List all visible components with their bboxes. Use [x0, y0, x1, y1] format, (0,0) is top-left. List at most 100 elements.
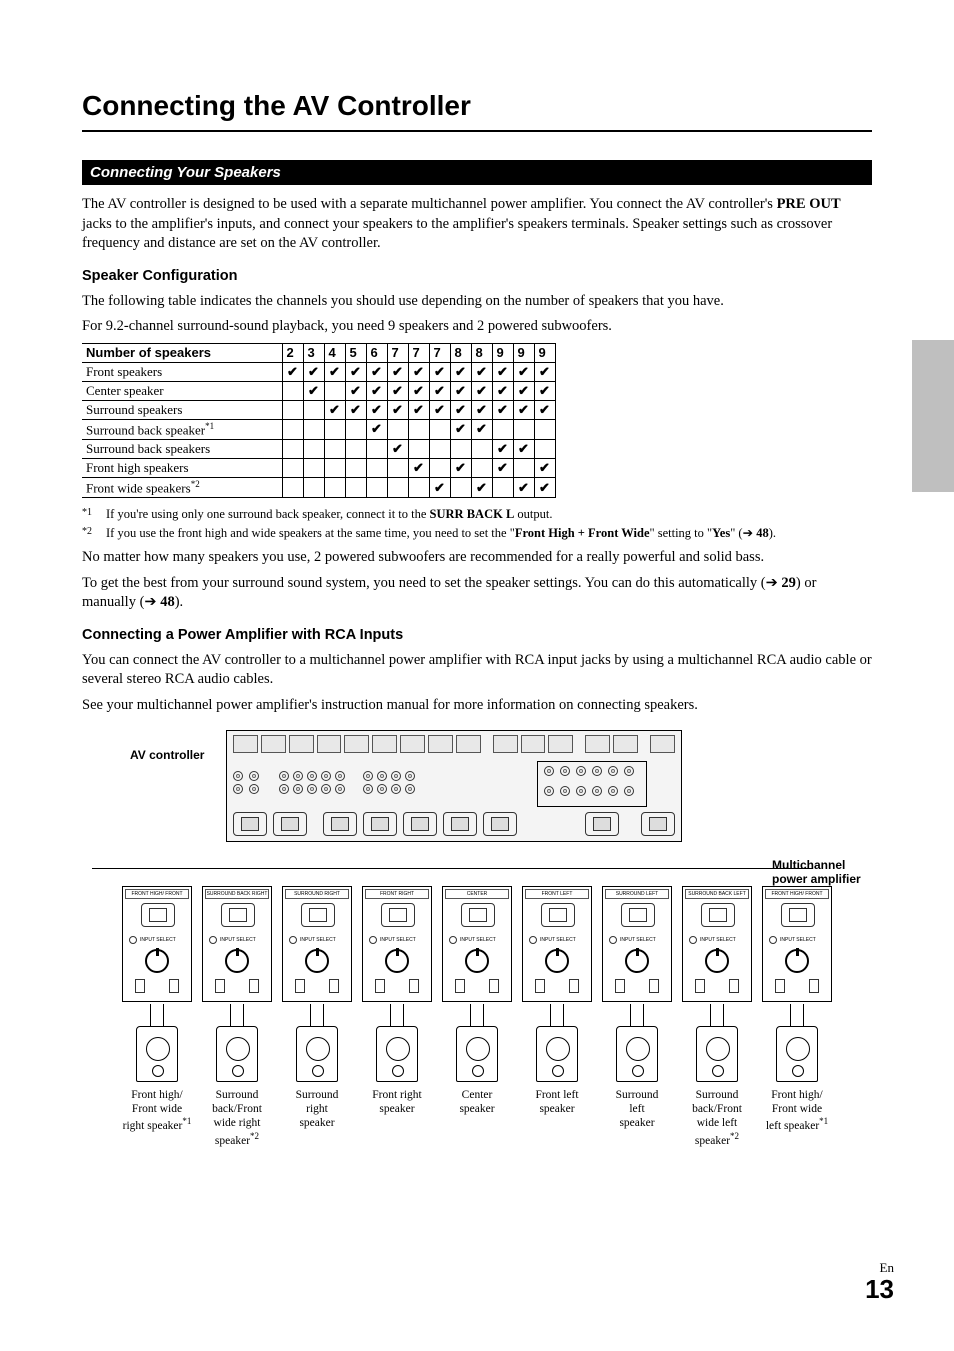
table-cell: ✔	[387, 440, 408, 459]
table-cell: ✔	[303, 362, 324, 381]
table-cell	[366, 440, 387, 459]
table-cell: ✔	[345, 381, 366, 400]
table-cell: ✔	[429, 478, 450, 498]
table-cell: ✔	[450, 419, 471, 439]
col-9c: 9	[534, 343, 555, 362]
table-cell: ✔	[408, 381, 429, 400]
speaker-icon	[696, 1026, 738, 1082]
table-cell	[513, 419, 534, 439]
table-cell: ✔	[387, 381, 408, 400]
table-cell	[408, 419, 429, 439]
table-cell: ✔	[366, 362, 387, 381]
table-cell: ✔	[513, 381, 534, 400]
table-cell: ✔	[450, 381, 471, 400]
table-cell: ✔	[471, 362, 492, 381]
table-cell: ✔	[513, 362, 534, 381]
fn2-arrow: ➔	[743, 526, 753, 540]
table-row: Surround back speaker*1✔✔✔	[82, 419, 555, 439]
table-footnotes: *1 If you're using only one surround bac…	[82, 506, 872, 542]
closing-arrow1: ➔	[766, 575, 778, 591]
table-cell	[387, 459, 408, 478]
amp-channel: CENTERINPUT SELECTCenterspeaker	[442, 886, 512, 1148]
footnote-2-text: If you use the front high and wide speak…	[106, 525, 776, 542]
table-cell: ✔	[408, 459, 429, 478]
table-cell: ✔	[366, 419, 387, 439]
closing-ref2: 48	[157, 594, 175, 610]
table-cell	[429, 419, 450, 439]
table-cell	[387, 419, 408, 439]
table-cell	[534, 440, 555, 459]
table-cell: ✔	[387, 362, 408, 381]
footnote-1-tail: output.	[514, 507, 552, 521]
table-cell: ✔	[492, 459, 513, 478]
table-cell	[450, 440, 471, 459]
table-cell	[282, 419, 303, 439]
speaker-icon	[776, 1026, 818, 1082]
closing-p2c: ).	[175, 594, 183, 610]
table-header-row: Number of speakers 2 3 4 5 6 7 7 7 8 8 9…	[82, 343, 555, 362]
speaker-icon	[376, 1026, 418, 1082]
table-cell: ✔	[492, 400, 513, 419]
table-row: Front speakers✔✔✔✔✔✔✔✔✔✔✔✔✔	[82, 362, 555, 381]
amp-module: SURROUND BACK LEFTINPUT SELECT	[682, 886, 752, 1002]
table-cell	[303, 419, 324, 439]
amp-module: FRONT RIGHTINPUT SELECT	[362, 886, 432, 1002]
table-cell: ✔	[429, 362, 450, 381]
speaker-icon	[296, 1026, 338, 1082]
connection-diagram: AV controller	[82, 730, 872, 1210]
table-cell	[324, 381, 345, 400]
table-cell	[345, 478, 366, 498]
row-label: Front high speakers	[82, 459, 282, 478]
col-4: 4	[324, 343, 345, 362]
amp-channel: SURROUND BACK LEFTINPUT SELECTSurroundba…	[682, 886, 752, 1148]
col-9a: 9	[492, 343, 513, 362]
closing-p2: To get the best from your surround sound…	[82, 574, 872, 613]
table-cell: ✔	[450, 400, 471, 419]
page-number: 13	[865, 1274, 894, 1304]
amp-label-l2: power amplifier	[772, 872, 861, 886]
table-cell: ✔	[534, 381, 555, 400]
wiring-bus	[92, 868, 812, 878]
table-cell	[408, 440, 429, 459]
table-cell	[282, 381, 303, 400]
table-cell: ✔	[471, 478, 492, 498]
page-number-block: En 13	[865, 1260, 894, 1305]
amp-module: FRONT HIGH/ FRONT WIDE RIGHTINPUT SELECT	[122, 886, 192, 1002]
config-p1: The following table indicates the channe…	[82, 292, 872, 312]
intro-paragraph: The AV controller is designed to be used…	[82, 195, 872, 254]
table-cell: ✔	[408, 362, 429, 381]
amp-channel: SURROUND BACK RIGHTINPUT SELECT Surroundb…	[202, 886, 272, 1148]
footnote-1-a: If you're using only one surround back s…	[106, 507, 430, 521]
fn2-ref: 48	[753, 526, 769, 540]
table-cell: ✔	[513, 440, 534, 459]
speaker-label: Front high/Front wideleft speaker*1	[766, 1088, 828, 1134]
row-label: Front speakers	[82, 362, 282, 381]
table-cell: ✔	[450, 459, 471, 478]
table-cell	[324, 419, 345, 439]
amplifier-module-row: FRONT HIGH/ FRONT WIDE RIGHTINPUT SELECT…	[82, 886, 872, 1148]
speaker-label: Surroundback/Frontwide rightspeaker*2	[212, 1088, 262, 1148]
table-cell: ✔	[324, 362, 345, 381]
fn2-b: " setting to "	[650, 526, 713, 540]
speaker-config-heading: Speaker Configuration	[82, 268, 872, 284]
amp-section-p1: You can connect the AV controller to a m…	[82, 651, 872, 690]
row-label: Center speaker	[82, 381, 282, 400]
speaker-label: Surroundleftspeaker	[616, 1088, 659, 1131]
fn2-a: If you use the front high and wide speak…	[106, 526, 515, 540]
amp-label-l1: Multichannel	[772, 858, 845, 872]
amp-channel: SURROUND RIGHTINPUT SELECTSurroundrights…	[282, 886, 352, 1148]
table-cell: ✔	[534, 459, 555, 478]
fn2-c: " (	[730, 526, 742, 540]
table-cell	[303, 400, 324, 419]
table-cell	[324, 440, 345, 459]
amp-module: SURROUND BACK RIGHTINPUT SELECT	[202, 886, 272, 1002]
row-label: Surround back speaker*1	[82, 419, 282, 439]
closing-p1: No matter how many speakers you use, 2 p…	[82, 548, 872, 568]
table-cell	[492, 419, 513, 439]
table-cell	[345, 419, 366, 439]
table-cell	[471, 440, 492, 459]
speaker-config-table: Number of speakers 2 3 4 5 6 7 7 7 8 8 9…	[82, 343, 556, 499]
table-cell	[324, 478, 345, 498]
table-cell	[282, 478, 303, 498]
table-row: Center speaker✔✔✔✔✔✔✔✔✔✔✔	[82, 381, 555, 400]
